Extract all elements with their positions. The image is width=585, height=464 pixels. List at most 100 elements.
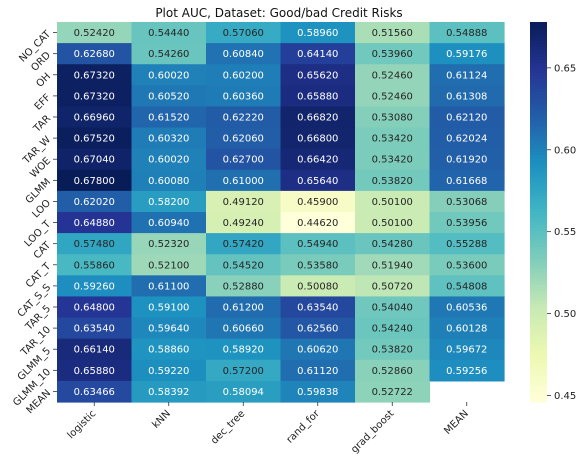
- colorbar-segment: [530, 193, 547, 197]
- colorbar-tick-label: 0.55: [554, 227, 576, 238]
- heatmap-cell: [131, 127, 207, 150]
- cell-value-label: 0.58860: [148, 345, 189, 356]
- colorbar-segment: [530, 278, 547, 283]
- heatmap-cell: [57, 233, 133, 255]
- colorbar-segment: [530, 303, 547, 308]
- row-tick-label: CAT_T: [24, 260, 54, 290]
- colorbar-segment: [530, 275, 547, 280]
- cell-value-label: 0.67520: [74, 134, 115, 145]
- row-tick-labels: NO_CATORDOHEFFTARTAR_WWOEGLMMLOOLOO_TCAT…: [11, 28, 57, 416]
- cell-value-label: 0.50100: [372, 197, 413, 208]
- cell-value-label: 0.61120: [297, 366, 338, 377]
- cell-value-label: 0.57200: [223, 366, 264, 377]
- colorbar-segment: [530, 139, 547, 143]
- heatmap-cell: [57, 106, 133, 129]
- colorbar-segment: [530, 50, 547, 55]
- cell-value-label: 0.67040: [74, 155, 115, 166]
- cell-value-label: 0.66820: [297, 113, 338, 124]
- heatmap-cell: [57, 148, 133, 171]
- heatmap-cell: [206, 22, 282, 44]
- cell-value-label: 0.66800: [297, 134, 338, 145]
- colorbar-segment: [530, 284, 547, 289]
- heatmap-cell: [131, 359, 207, 382]
- colorbar-segment: [530, 22, 547, 26]
- cell-value-label: 0.65620: [297, 70, 338, 81]
- cell-value-label: 0.62220: [223, 113, 264, 124]
- heatmap-cell: [131, 317, 207, 340]
- colorbar-segment: [530, 313, 547, 318]
- colorbar-segment: [530, 307, 547, 311]
- colorbar-segment: [530, 66, 547, 71]
- cell-value-label: 0.62120: [446, 113, 487, 124]
- heatmap-cell: [131, 85, 207, 108]
- cell-value-label: 0.52722: [372, 387, 413, 398]
- cell-value-label: 0.65880: [74, 366, 115, 377]
- heatmap-cell: [131, 64, 207, 86]
- cell-value-label: 0.58200: [148, 197, 189, 208]
- heatmap-cell: [57, 254, 133, 276]
- cell-value-label: 0.53580: [297, 260, 338, 271]
- cell-value-label: 0.53820: [372, 345, 413, 356]
- colorbar-segment: [530, 367, 547, 371]
- cell-value-label: 0.63540: [297, 303, 338, 314]
- colorbar-segment: [530, 259, 547, 264]
- colorbar-segment: [530, 123, 547, 128]
- heatmap-cells: 0.52420 0.54440 0.57060 0.58960 0.51560 0.548…: [57, 22, 505, 403]
- cell-value-label: 0.60660: [223, 324, 264, 335]
- cell-value-label: 0.59260: [74, 281, 115, 292]
- heatmap-cell: [280, 296, 356, 319]
- colorbar-segment: [530, 389, 547, 394]
- colorbar-segment: [530, 170, 547, 175]
- colorbar-segment: [530, 75, 547, 80]
- colorbar-segment: [530, 120, 547, 124]
- cell-value-label: 0.60536: [446, 303, 487, 314]
- colorbar-segment: [530, 256, 547, 261]
- cell-value-label: 0.58960: [297, 28, 338, 39]
- cell-value-label: 0.54260: [148, 49, 189, 60]
- heatmap-cell: [131, 254, 207, 276]
- colorbar-segment: [530, 129, 547, 134]
- cell-value-label: 0.50080: [297, 281, 338, 292]
- colorbar-segment: [530, 379, 547, 384]
- heatmap-cell: [57, 64, 133, 86]
- column-tick-label: logistic: [66, 408, 99, 441]
- heatmap-cell: [57, 275, 133, 298]
- cell-value-label: 0.62680: [74, 49, 115, 60]
- heatmap-cell: [280, 233, 356, 255]
- cell-value-label: 0.50720: [372, 281, 413, 292]
- cell-value-label: 0.66140: [74, 345, 115, 356]
- heatmap-cell: [57, 212, 133, 234]
- heatmap-cell: [206, 190, 282, 213]
- colorbar-segment: [530, 297, 547, 302]
- heatmap-cell: [355, 317, 431, 340]
- colorbar-segment: [530, 94, 547, 99]
- colorbar-segment: [530, 218, 547, 223]
- cell-value-label: 0.52320: [148, 239, 189, 250]
- colorbar-segment: [530, 208, 547, 213]
- colorbar-segment: [530, 85, 547, 90]
- cell-value-label: 0.65880: [297, 91, 338, 102]
- colorbar-segment: [530, 53, 547, 58]
- colorbar-segment: [530, 113, 547, 118]
- colorbar-segment: [530, 60, 547, 64]
- cell-value-label: 0.59640: [148, 324, 189, 335]
- colorbar-segment: [530, 63, 547, 67]
- cell-value-label: 0.54940: [297, 239, 338, 250]
- cell-value-label: 0.59256: [446, 366, 487, 377]
- heatmap-cell: [131, 233, 207, 255]
- cell-value-label: 0.44620: [297, 218, 338, 229]
- heatmap-cell: [280, 380, 356, 403]
- colorbar-segment: [530, 25, 547, 29]
- heatmap-cell: [355, 127, 431, 150]
- cell-value-label: 0.52420: [74, 28, 115, 39]
- cell-value-label: 0.67320: [74, 70, 115, 81]
- cell-value-label: 0.54520: [223, 260, 264, 271]
- colorbar-segment: [530, 199, 547, 204]
- colorbar-segment: [530, 174, 547, 178]
- cell-value-label: 0.61000: [223, 176, 264, 187]
- colorbar-segment: [530, 383, 547, 387]
- colorbar-segment: [530, 231, 547, 235]
- cell-value-label: 0.57480: [74, 239, 115, 250]
- cell-value-label: 0.65640: [297, 176, 338, 187]
